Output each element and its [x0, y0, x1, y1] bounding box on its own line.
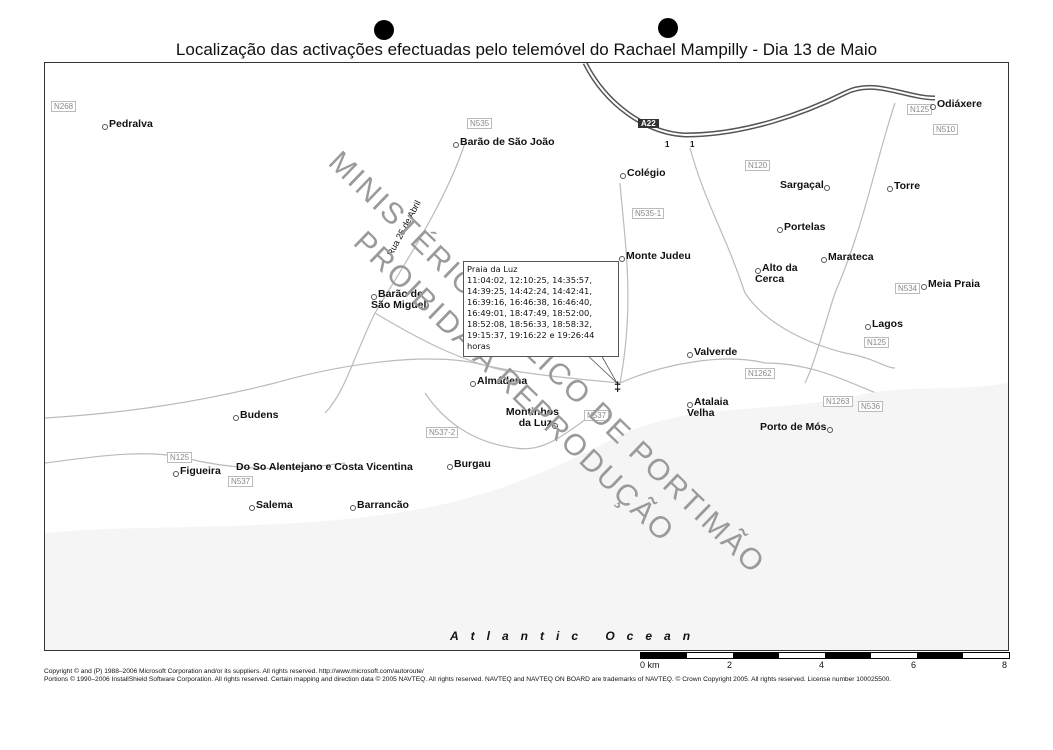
place-label[interactable]: Valverde	[687, 347, 737, 358]
activation-callout[interactable]: Praia da Luz 11:04:02, 12:10:25, 14:35:5…	[463, 261, 619, 357]
place-dot-icon	[350, 505, 356, 511]
place-label[interactable]: Marateca	[821, 252, 874, 263]
callout-time-line: 18:52:08, 18:56:33, 18:58:32,	[467, 319, 592, 329]
road-shield: N535	[467, 118, 493, 129]
scale-label: 6	[911, 660, 917, 670]
scale-bar	[640, 652, 1010, 659]
place-label[interactable]: Odiáxere	[930, 99, 982, 110]
place-label[interactable]: Barão de São Miguel	[371, 288, 427, 311]
place-dot-icon	[173, 471, 179, 477]
place-label[interactable]: Burgau	[447, 459, 491, 470]
scale-label: 4	[819, 660, 825, 670]
map-title: Localização das activações efectuadas pe…	[175, 40, 878, 59]
callout-time-line: horas	[467, 341, 491, 351]
redaction-mark	[374, 20, 394, 40]
place-label[interactable]: Atalaia Velha	[687, 396, 729, 419]
place-label[interactable]: Montinhos da Luz	[505, 406, 559, 429]
place-label[interactable]: Budens	[233, 410, 279, 421]
scale-label: 2	[727, 660, 733, 670]
place-dot-icon	[552, 423, 558, 429]
place-dot-icon	[619, 256, 625, 262]
place-dot-icon	[887, 186, 893, 192]
place-dot-icon	[826, 427, 833, 433]
place-label[interactable]: Barão de São João	[453, 137, 555, 148]
region-label: Do So Alentejano e Costa Vicentina	[236, 461, 413, 473]
place-dot-icon	[102, 124, 108, 130]
place-dot-icon	[453, 142, 459, 148]
callout-place: Praia da Luz	[467, 264, 518, 274]
road-shield: N268	[51, 101, 77, 112]
ocean-label: Atlantic Ocean	[450, 629, 703, 643]
scale-label: 0 km	[640, 660, 660, 670]
place-label[interactable]: Porto de Mós	[760, 422, 834, 433]
callout-time-line: 16:39:16, 16:46:38, 16:46:40,	[467, 297, 592, 307]
road-shield: N125	[907, 104, 933, 115]
road-shield: N536	[858, 401, 884, 412]
road-shield: N1262	[745, 368, 775, 379]
place-dot-icon	[821, 257, 827, 263]
place-dot-icon	[233, 415, 239, 421]
road-shield: N537	[228, 476, 254, 487]
cell-tower-pin-icon[interactable]: ‡	[614, 379, 622, 394]
callout-time-line: 16:49:01, 18:47:49, 18:52:00,	[467, 308, 592, 318]
motorway-exit: 1	[665, 140, 670, 149]
motorway-shield: A22	[638, 119, 659, 128]
copyright-line: Portions © 1990–2006 InstallShield Softw…	[44, 675, 892, 683]
road-shield: N510	[933, 124, 959, 135]
place-label[interactable]: Barrancão	[350, 500, 409, 511]
place-label[interactable]: Portelas	[777, 222, 825, 233]
place-label[interactable]: Sargaçal	[780, 180, 831, 191]
place-dot-icon	[921, 284, 927, 290]
road-shield: N125	[167, 452, 193, 463]
place-dot-icon	[930, 104, 936, 110]
place-label[interactable]: Pedralva	[102, 119, 153, 130]
place-dot-icon	[687, 352, 693, 358]
place-label[interactable]: Salema	[249, 500, 293, 511]
place-dot-icon	[777, 227, 783, 233]
road-network	[45, 63, 1008, 650]
copyright-line: Copyright © and (P) 1988–2006 Microsoft …	[44, 668, 424, 675]
place-dot-icon	[470, 381, 476, 387]
place-dot-icon	[447, 464, 453, 470]
map-frame[interactable]: N268 N535 N120 N535-1 N125 N510 N534 N12…	[44, 62, 1009, 651]
road-shield: N1263	[823, 396, 853, 407]
place-dot-icon	[865, 324, 871, 330]
road-shield: N534	[895, 283, 921, 294]
motorway-exit: 1	[690, 140, 695, 149]
copyright-footer: Copyright © and (P) 1988–2006 Microsoft …	[44, 668, 1004, 683]
callout-time-line: 19:15:37, 19:16:22 e 19:26:44	[467, 330, 595, 340]
callout-time-line: 14:39:25, 14:42:24, 14:42:41,	[467, 286, 592, 296]
redaction-mark	[658, 18, 678, 38]
place-label[interactable]: Torre	[887, 181, 920, 192]
place-label[interactable]: Meia Praia	[921, 279, 980, 290]
place-label[interactable]: Monte Judeu	[619, 251, 691, 262]
callout-time-line: 11:04:02, 12:10:25, 14:35:57,	[467, 275, 592, 285]
place-label[interactable]: Almádena	[470, 376, 527, 387]
place-label[interactable]: Lagos	[865, 319, 903, 330]
place-label[interactable]: Alto da Cerca	[755, 262, 798, 285]
place-dot-icon	[249, 505, 255, 511]
road-shield: N537-2	[426, 427, 459, 438]
road-shield: N535-1	[632, 208, 665, 219]
place-dot-icon	[823, 185, 830, 191]
road-shield: N120	[745, 160, 771, 171]
place-label[interactable]: Colégio	[620, 168, 666, 179]
place-label[interactable]: Figueira	[173, 466, 221, 477]
road-shield: N537	[584, 410, 610, 421]
place-dot-icon	[620, 173, 626, 179]
road-shield: N125	[864, 337, 890, 348]
scale-label: 8	[1002, 660, 1008, 670]
